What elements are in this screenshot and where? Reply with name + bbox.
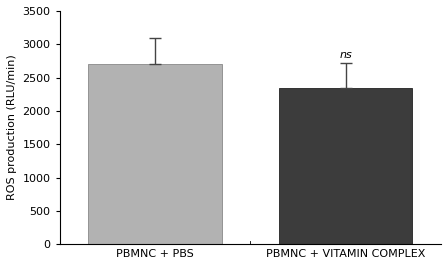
- Bar: [279, 88, 413, 244]
- Y-axis label: ROS production (RLU/min): ROS production (RLU/min): [7, 55, 17, 201]
- Text: ns: ns: [339, 49, 352, 60]
- Bar: [88, 64, 222, 244]
